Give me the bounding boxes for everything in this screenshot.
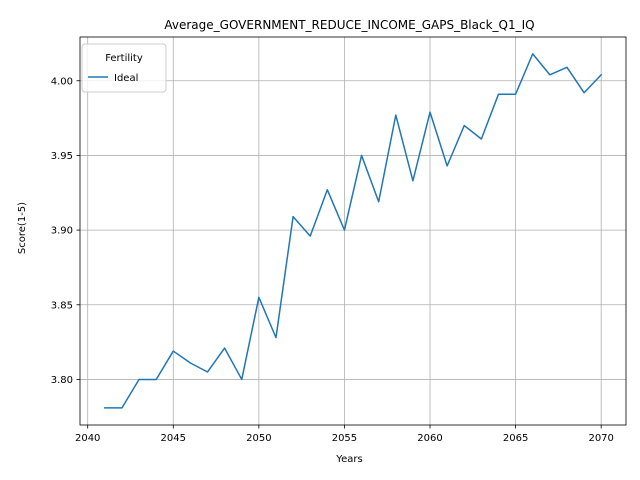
y-tick-label: 3.85 — [51, 300, 73, 311]
plot-frame — [79, 36, 627, 426]
y-tick-label: 4.00 — [51, 76, 73, 87]
y-tick-label: 3.90 — [51, 226, 73, 237]
legend-box — [81, 43, 167, 93]
series-layer — [104, 53, 603, 409]
x-tick-label: 2040 — [75, 433, 100, 444]
x-tick-label: 2060 — [417, 433, 442, 444]
legend: Fertility Ideal — [81, 43, 167, 93]
x-axis-label: Years — [335, 454, 362, 465]
chart-title: Average_GOVERNMENT_REDUCE_INCOME_GAPS_Bl… — [164, 18, 534, 32]
y-tick-label: 3.95 — [51, 151, 73, 162]
x-tick-label: 2055 — [332, 433, 357, 444]
series-line-ideal — [104, 53, 603, 409]
legend-title: Fertility — [105, 53, 143, 64]
x-tick-label: 2065 — [503, 433, 528, 444]
legend-label-ideal: Ideal — [114, 73, 138, 84]
x-tick-label: 2045 — [161, 433, 186, 444]
x-tick-label: 2050 — [246, 433, 271, 444]
y-axis-label: Score(1-5) — [17, 202, 28, 254]
x-axis-ticks: 2040 2045 2050 2055 2060 2065 2070 — [75, 425, 614, 444]
grid — [80, 37, 626, 425]
x-tick-label: 2070 — [588, 433, 613, 444]
y-axis-ticks: 3.80 3.85 3.90 3.95 4.00 — [51, 76, 80, 386]
y-tick-label: 3.80 — [51, 375, 73, 386]
